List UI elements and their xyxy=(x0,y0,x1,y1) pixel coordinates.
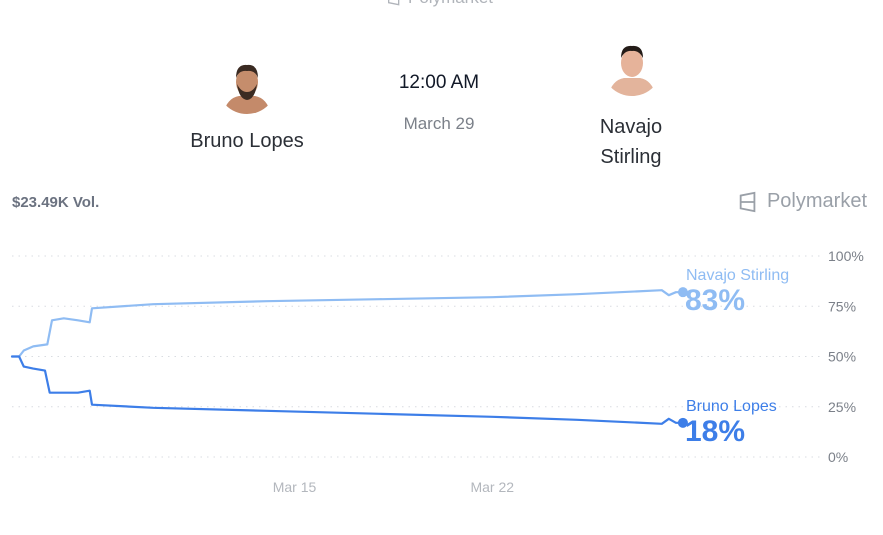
y-tick-label: 50% xyxy=(828,349,856,365)
polymarket-brand[interactable]: Polymarket xyxy=(737,190,867,213)
fighter-name-navajo-stirling: Navajo Stirling xyxy=(560,112,702,172)
watermark-text: Polymarket xyxy=(408,0,493,8)
x-tick-label: Mar 15 xyxy=(273,479,317,495)
y-tick-label: 100% xyxy=(828,248,864,264)
fighter-name-navajo-line2: Stirling xyxy=(600,146,662,168)
fighter-name-bruno-lopes: Bruno Lopes xyxy=(190,130,304,152)
series-line-bruno-lopes xyxy=(10,355,685,425)
series-line-navajo-stirling xyxy=(10,289,685,358)
series-value-bruno-lopes: 18% xyxy=(685,415,745,448)
avatar-navajo-stirling xyxy=(602,36,662,96)
odds-line-chart: 100% 75% 50% 25% 0% Mar 15 Mar 22 Navajo Stirli… xyxy=(10,248,864,495)
y-tick-label: 75% xyxy=(828,298,856,314)
polymarket-logo-icon xyxy=(739,191,756,212)
event-date: March 29 xyxy=(403,114,475,133)
series-name-bruno-lopes: Bruno Lopes xyxy=(686,398,777,415)
avatar-bruno-lopes xyxy=(217,54,277,114)
polymarket-logo-icon xyxy=(388,0,400,6)
series-value-navajo-stirling: 83% xyxy=(685,284,745,317)
series-name-navajo-stirling: Navajo Stirling xyxy=(686,267,789,284)
polymarket-watermark: Polymarket xyxy=(386,0,493,8)
series-endpoint-navajo-stirling xyxy=(677,287,688,298)
volume-label: $23.49K Vol. xyxy=(12,194,100,211)
x-tick-label: Mar 22 xyxy=(470,479,514,495)
y-tick-label: 0% xyxy=(828,449,848,465)
fighter-name-navajo-line1: Navajo xyxy=(599,116,663,138)
polymarket-brand-text: Polymarket xyxy=(766,190,867,212)
y-tick-label: 25% xyxy=(828,399,856,415)
series-endpoint-bruno-lopes xyxy=(677,417,688,428)
event-time: 12:00 AM xyxy=(398,72,480,93)
